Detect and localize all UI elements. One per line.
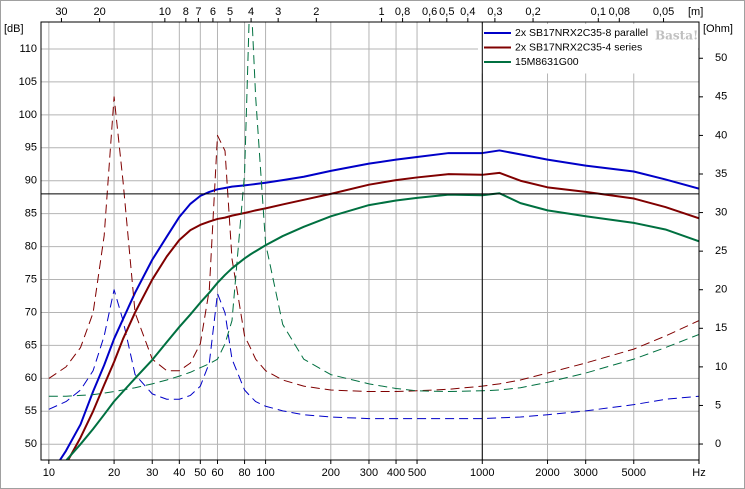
y2-tick-label: 25 bbox=[715, 245, 727, 257]
spl-line bbox=[65, 192, 699, 460]
x-tick-label: 500 bbox=[408, 467, 426, 479]
y2-axis-label: [Ohm] bbox=[703, 23, 733, 35]
x2-tick-label: 0,5 bbox=[439, 6, 454, 18]
x2-tick-label: 0,3 bbox=[487, 6, 502, 18]
y-tick-label: 50 bbox=[25, 438, 37, 450]
y2-tick-label: 40 bbox=[715, 129, 727, 141]
x-tick-label: 40 bbox=[173, 467, 185, 479]
y2-tick-label: 50 bbox=[715, 52, 727, 64]
legend-box bbox=[478, 24, 698, 74]
y2-tick-label: 0 bbox=[715, 438, 721, 450]
impedance-line bbox=[48, 289, 699, 420]
y-tick-label: 90 bbox=[25, 175, 37, 187]
x2-tick-label: 0,2 bbox=[525, 6, 540, 18]
x-tick-label: Hz bbox=[692, 467, 705, 479]
x2-tick-label: 0,4 bbox=[460, 6, 475, 18]
x-tick-label: 100 bbox=[256, 467, 274, 479]
x-tick-label: 3000 bbox=[573, 467, 597, 479]
x2-tick-label: 0,05 bbox=[653, 6, 674, 18]
x2-tick-label: 0,1 bbox=[591, 6, 606, 18]
x-tick-label: 50 bbox=[194, 467, 206, 479]
x-tick-label: 400 bbox=[387, 467, 405, 479]
x2-tick-label: 6 bbox=[210, 6, 216, 18]
plot-area bbox=[41, 22, 699, 460]
x-tick-label: 300 bbox=[360, 467, 378, 479]
x2-tick-label: 3 bbox=[275, 6, 281, 18]
y-tick-label: 65 bbox=[25, 339, 37, 351]
y-tick-label: 80 bbox=[25, 241, 37, 253]
x2-tick-label: 2 bbox=[313, 6, 319, 18]
x2-tick-label: 1 bbox=[379, 6, 385, 18]
x2-tick-label: 0,6 bbox=[422, 6, 437, 18]
x2-tick-label: 8 bbox=[183, 6, 189, 18]
impedance-line bbox=[48, 96, 699, 393]
x-tick-label: 200 bbox=[322, 467, 340, 479]
x-tick-label: 30 bbox=[146, 467, 158, 479]
x2-tick-label: 10 bbox=[159, 6, 171, 18]
x2-axis-label: [m] bbox=[688, 6, 703, 18]
x-tick-label: 20 bbox=[108, 467, 120, 479]
x-tick-label: 5000 bbox=[622, 467, 646, 479]
x-tick-label: 80 bbox=[238, 467, 250, 479]
x2-tick-label: 30 bbox=[55, 6, 67, 18]
legend-label: 2x SB17NRX2C35-4 series bbox=[515, 41, 642, 53]
x2-tick-label: 4 bbox=[248, 6, 254, 18]
plot-border bbox=[40, 21, 700, 461]
x2-tick-label: 0,08 bbox=[609, 6, 630, 18]
y2-tick-label: 10 bbox=[715, 361, 727, 373]
y-axis-label: [dB] bbox=[4, 23, 24, 35]
y2-tick-label: 35 bbox=[715, 168, 727, 180]
x-tick-label: 60 bbox=[211, 467, 223, 479]
y-tick-label: 55 bbox=[25, 405, 37, 417]
x-tick-label: 10 bbox=[43, 467, 55, 479]
y2-tick-label: 5 bbox=[715, 399, 721, 411]
impedance-line bbox=[48, 22, 699, 397]
x2-tick-label: 20 bbox=[93, 6, 105, 18]
y2-tick-label: 30 bbox=[715, 206, 727, 218]
y2-tick-label: 20 bbox=[715, 284, 727, 296]
y-tick-label: 85 bbox=[25, 208, 37, 220]
y-tick-label: 100 bbox=[19, 109, 37, 121]
x-tick-label: 1000 bbox=[470, 467, 494, 479]
y-tick-label: 110 bbox=[19, 43, 37, 55]
y-tick-label: 95 bbox=[25, 142, 37, 154]
y-tick-label: 60 bbox=[25, 372, 37, 384]
x2-tick-label: 0,8 bbox=[395, 6, 410, 18]
x2-tick-label: 7 bbox=[195, 6, 201, 18]
y-tick-label: 105 bbox=[19, 76, 37, 88]
y2-tick-label: 15 bbox=[715, 322, 727, 334]
spl-line bbox=[67, 171, 699, 460]
spl-line bbox=[58, 149, 699, 460]
y-tick-label: 70 bbox=[25, 306, 37, 318]
x2-tick-label: 5 bbox=[227, 6, 233, 18]
y-tick-label: 75 bbox=[25, 273, 37, 285]
legend-label: 2x SB17NRX2C35-8 parallel bbox=[515, 27, 648, 39]
watermark: Basta! bbox=[655, 29, 698, 43]
legend-label: 15M8631G00 bbox=[515, 56, 579, 68]
x-tick-label: 2000 bbox=[535, 467, 559, 479]
y2-tick-label: 45 bbox=[715, 91, 727, 103]
